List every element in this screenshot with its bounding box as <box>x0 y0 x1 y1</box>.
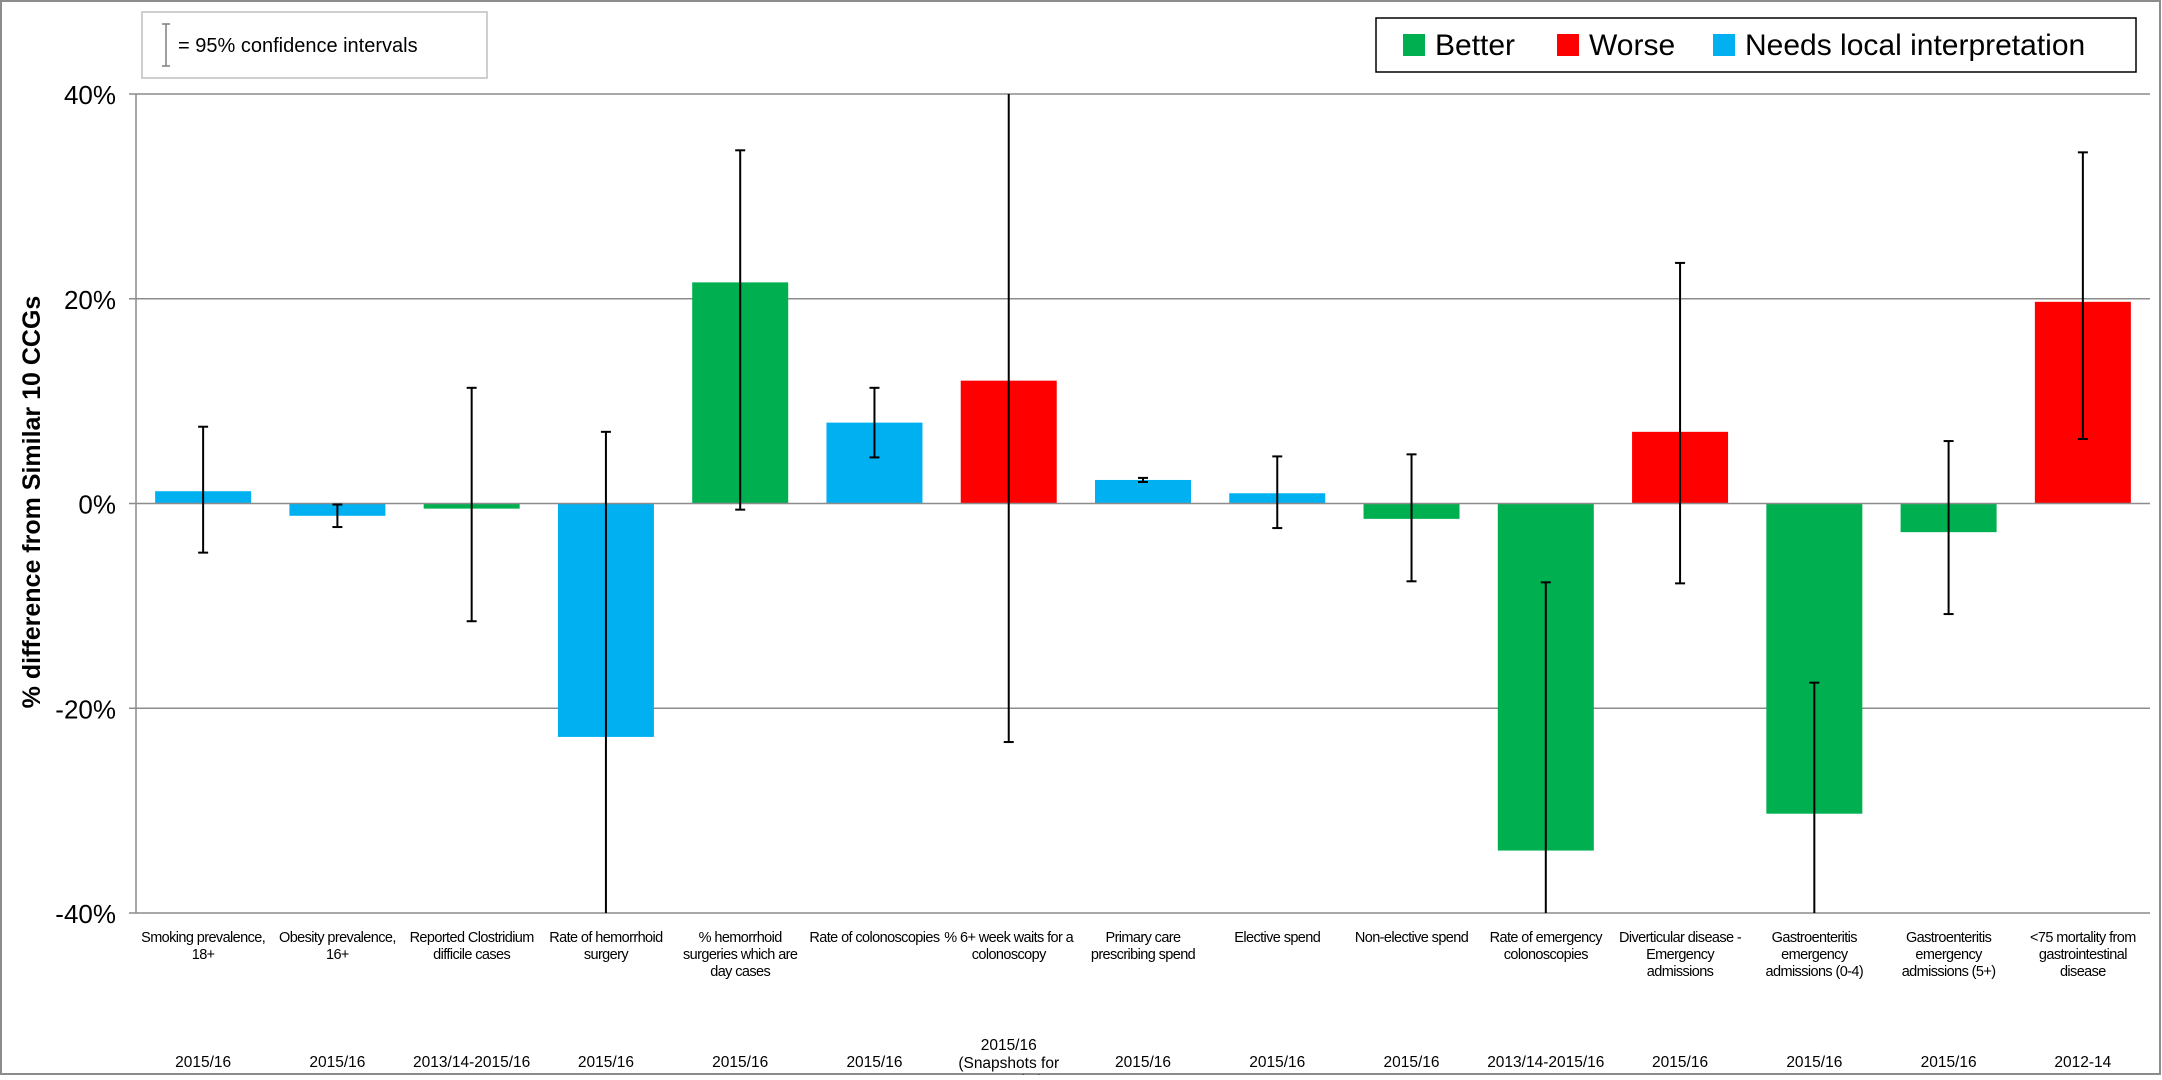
y-tick-label: -20% <box>55 694 116 724</box>
ci-layer <box>198 94 2088 913</box>
x-period-label: 2013/14-2015/16 <box>413 1054 530 1071</box>
x-category-label: Diverticular disease -Emergency admission… <box>1619 930 1742 980</box>
legend: Better Worse Needs local interpretation <box>1375 17 2137 73</box>
x-period-label: 2015/16 <box>578 1054 634 1071</box>
x-period-label: 2015/16 <box>1115 1054 1171 1071</box>
x-category-label: Obesity prevalence, 16+ <box>279 930 396 963</box>
x-period-label: 2015/16 <box>1652 1054 1708 1071</box>
x-category-label: Gastroenteritis emergency admissions (0-4) <box>1766 930 1864 980</box>
x-period-label: 2015/16 <box>712 1054 768 1071</box>
x-category-label: % 6+ week waits for a colonoscopy <box>944 930 1074 963</box>
x-category-label: Smoking prevalence, 18+ <box>141 930 265 963</box>
bar <box>1094 479 1192 504</box>
x-period-label: 2015/16 <box>175 1054 231 1071</box>
legend-swatch-worse <box>1557 34 1579 56</box>
x-period-label: 2015/16 <box>1249 1054 1305 1071</box>
ci-note-box <box>141 11 488 79</box>
legend-box <box>1375 17 2137 73</box>
legend-label-better: Better <box>1435 29 1515 62</box>
x-category-label: <75 mortality from gastrointestinal diseas… <box>2030 930 2136 980</box>
x-category-label: Non-elective spend <box>1355 930 1469 946</box>
legend-swatch-better <box>1403 34 1425 56</box>
legend-label-needs-local: Needs local interpretation <box>1745 29 2085 62</box>
x-category-label: Rate of colonoscopies <box>809 930 939 946</box>
x-category-label: Reported Clostridium difficile cases <box>410 930 535 963</box>
y-tick-label: -40% <box>55 899 116 929</box>
x-category-label: Gastroenteritis emergency admissions (5+) <box>1902 930 1996 980</box>
y-tick-label: 40% <box>64 80 116 110</box>
x-category-label: % hemorrhoid surgeries which are day cases <box>683 930 798 980</box>
ci-note: = 95% confidence intervals <box>141 11 488 79</box>
x-period-label: 2013/14-2015/16 <box>1487 1054 1604 1071</box>
legend-label-worse: Worse <box>1589 29 1675 62</box>
y-tick-label: 20% <box>64 285 116 315</box>
x-period-label: 2015/16 <box>1786 1054 1842 1071</box>
x-period-label: 2015/16 <box>1921 1054 1977 1071</box>
label-layer: -40% -20% 0% 20% 40% Smoking prevalence, 18+ 20… <box>55 80 2137 1080</box>
ci-note-text: = 95% confidence intervals <box>178 35 418 57</box>
x-period-label: 2015/16 <box>846 1054 902 1071</box>
x-category-label: Rate of hemorrhoid surgery <box>549 930 663 963</box>
x-category-label: Rate of emergency colonoscopies <box>1490 930 1604 963</box>
x-period-label: 2015/16 <box>1384 1054 1440 1071</box>
x-category-label: Primary care prescribing spend <box>1091 930 1196 963</box>
x-category-label: Elective spend <box>1234 930 1320 946</box>
x-period-label: 2012-14 <box>2054 1054 2111 1071</box>
y-axis-title: % difference from Similar 10 CCGs <box>18 296 46 709</box>
y-tick-label: 0% <box>78 490 116 520</box>
x-period-label: 2015/16 <box>309 1054 365 1071</box>
legend-swatch-needs-local <box>1713 34 1735 56</box>
